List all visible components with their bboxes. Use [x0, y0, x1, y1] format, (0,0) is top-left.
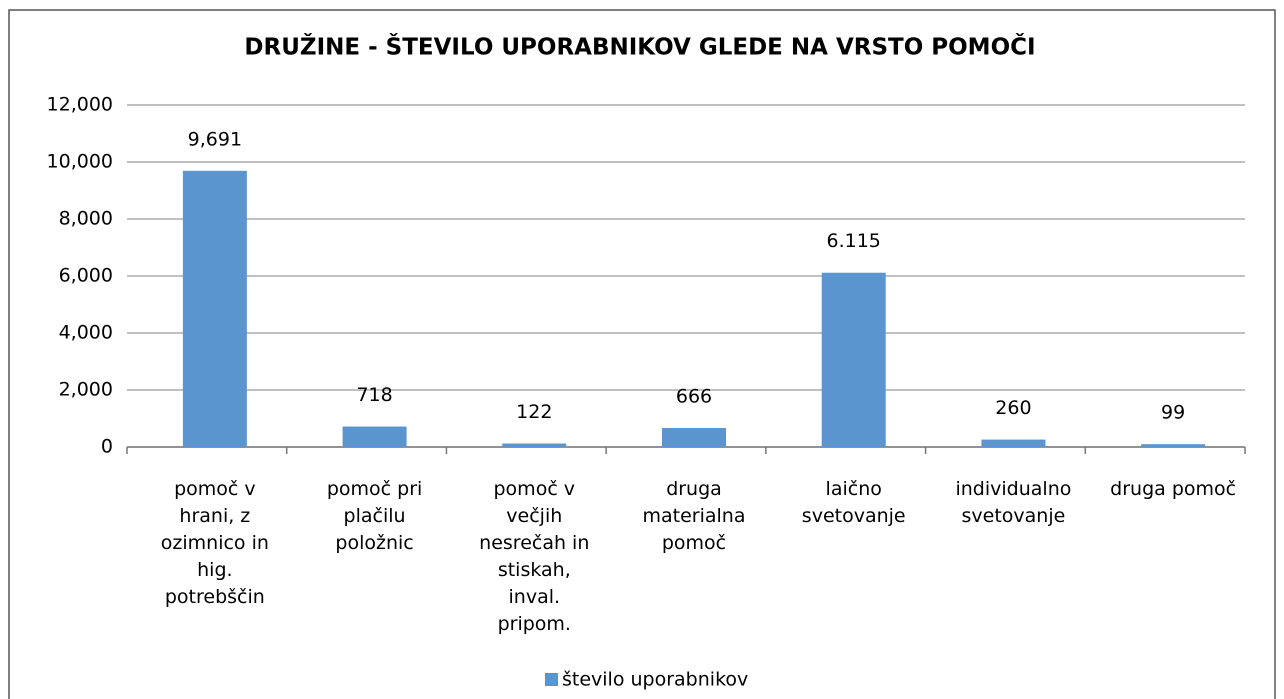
bar	[342, 426, 407, 447]
x-tick-label: individualno svetovanje	[955, 478, 1071, 527]
data-label: 260	[995, 397, 1031, 419]
bar	[821, 272, 886, 447]
x-tick-label: druga pomoč	[1110, 478, 1236, 500]
data-label: 6.115	[827, 230, 881, 252]
data-label: 9,691	[188, 128, 242, 150]
x-tick-label: druga materialna pomoč	[643, 478, 746, 554]
y-tick-label: 6,000	[59, 265, 113, 287]
data-label: 666	[676, 386, 712, 408]
y-tick-label: 4,000	[59, 322, 113, 344]
bar	[981, 439, 1046, 447]
legend-label: število uporabnikov	[562, 669, 748, 691]
legend-swatch	[545, 673, 558, 686]
chart-title: DRUŽINE - ŠTEVILO UPORABNIKOV GLEDE NA V…	[244, 33, 1035, 61]
y-tick-label: 2,000	[59, 379, 113, 401]
x-tick-label: pomoč pri plačilu položnic	[327, 478, 422, 554]
bar	[182, 170, 247, 447]
bar	[662, 428, 726, 447]
data-label: 718	[356, 384, 392, 406]
x-tick-label: pomoč v hrani, z ozimnico in hig. potrebščin	[161, 478, 269, 608]
y-tick-label: 12,000	[47, 94, 113, 116]
y-tick-label: 0	[101, 436, 113, 458]
y-tick-label: 8,000	[59, 208, 113, 230]
x-tick-label: laično svetovanje	[802, 478, 906, 527]
data-label: 99	[1161, 402, 1185, 424]
y-tick-label: 10,000	[47, 151, 113, 173]
data-label: 122	[516, 401, 552, 423]
x-tick-label: pomoč v večjih nesrečah in stiskah, inval. pr…	[479, 478, 589, 635]
bar	[502, 443, 567, 447]
bar	[1141, 444, 1206, 447]
